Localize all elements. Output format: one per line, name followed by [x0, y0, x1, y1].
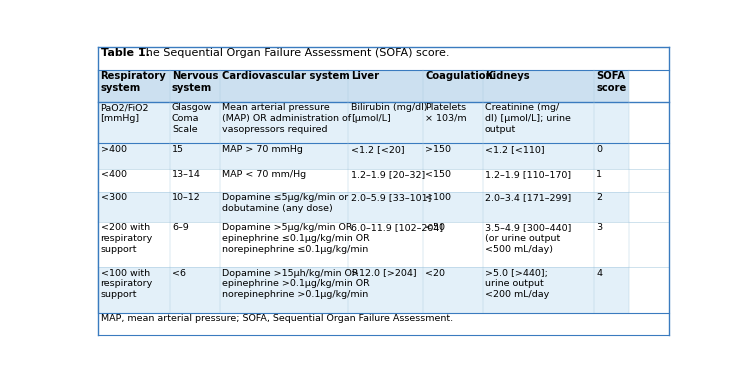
Text: Cardiovascular system: Cardiovascular system	[222, 71, 350, 81]
Text: MAP < 70 mm/Hg: MAP < 70 mm/Hg	[222, 170, 306, 179]
Bar	[594, 267, 629, 313]
Bar	[98, 222, 170, 267]
Bar	[220, 267, 348, 313]
Bar	[348, 192, 422, 222]
Text: 1.2–1.9 [20–32]: 1.2–1.9 [20–32]	[351, 170, 425, 179]
Text: Dopamine ≤5μg/kg/min or
dobutamine (any dose): Dopamine ≤5μg/kg/min or dobutamine (any …	[222, 193, 348, 213]
Bar	[422, 70, 482, 102]
Bar	[220, 222, 348, 267]
Bar	[348, 267, 422, 313]
Bar	[482, 169, 594, 192]
Bar	[170, 192, 220, 222]
Text: The Sequential Organ Failure Assessment (SOFA) score.: The Sequential Organ Failure Assessment …	[132, 48, 449, 58]
Text: Liver: Liver	[351, 71, 379, 81]
Bar	[594, 144, 629, 169]
Bar	[482, 222, 594, 267]
Text: 2.0–3.4 [171–299]: 2.0–3.4 [171–299]	[485, 193, 571, 202]
Bar	[482, 70, 594, 102]
Bar	[98, 169, 170, 192]
Text: <200 with
respiratory
support: <200 with respiratory support	[100, 223, 153, 253]
Text: >12.0 [>204]: >12.0 [>204]	[351, 268, 416, 277]
Text: Respiratory
system: Respiratory system	[100, 71, 166, 93]
Text: 15: 15	[172, 145, 184, 154]
Bar	[482, 144, 594, 169]
Bar	[98, 192, 170, 222]
Text: 6–9: 6–9	[172, 223, 189, 232]
Bar	[422, 192, 482, 222]
Text: Kidneys: Kidneys	[485, 71, 530, 81]
Bar	[594, 192, 629, 222]
Text: 1.2–1.9 [110–170]: 1.2–1.9 [110–170]	[485, 170, 571, 179]
Bar	[98, 70, 170, 102]
Bar	[98, 102, 170, 144]
Bar	[348, 169, 422, 192]
Bar	[170, 70, 220, 102]
Text: 13–14: 13–14	[172, 170, 201, 179]
Bar	[98, 267, 170, 313]
Text: 4: 4	[596, 268, 602, 277]
Bar	[170, 169, 220, 192]
Text: 2.0–5.9 [33–101]: 2.0–5.9 [33–101]	[351, 193, 431, 202]
Text: >400: >400	[100, 145, 127, 154]
Text: Dopamine >5μg/kg/min OR
epinephrine ≤0.1μg/kg/min OR
norepinephrine ≤0.1μg/kg/mi: Dopamine >5μg/kg/min OR epinephrine ≤0.1…	[222, 223, 370, 253]
Text: 3.5–4.9 [300–440]
(or urine output
<500 mL/day): 3.5–4.9 [300–440] (or urine output <500 …	[485, 223, 571, 253]
Bar	[594, 102, 629, 144]
Bar	[594, 222, 629, 267]
Text: 1: 1	[596, 170, 602, 179]
Text: Table 1.: Table 1.	[100, 48, 150, 58]
Text: <100 with
respiratory
support: <100 with respiratory support	[100, 268, 153, 299]
Text: Bilirubin (mg/dl)
[μmol/L]: Bilirubin (mg/dl) [μmol/L]	[351, 103, 427, 123]
Text: Glasgow
Coma
Scale: Glasgow Coma Scale	[172, 103, 212, 134]
Text: >5.0 [>440];
urine output
<200 mL/day: >5.0 [>440]; urine output <200 mL/day	[485, 268, 549, 299]
Bar	[98, 47, 670, 70]
Text: MAP, mean arterial pressure; SOFA, Sequential Organ Failure Assessment.: MAP, mean arterial pressure; SOFA, Seque…	[100, 314, 452, 323]
Text: <150: <150	[425, 170, 451, 179]
Text: PaO2/FiO2
[mmHg]: PaO2/FiO2 [mmHg]	[100, 103, 149, 123]
Bar	[98, 144, 170, 169]
Bar	[422, 169, 482, 192]
Text: Creatinine (mg/
dl) [μmol/L]; urine
output: Creatinine (mg/ dl) [μmol/L]; urine outp…	[485, 103, 571, 134]
Text: 2: 2	[596, 193, 602, 202]
Text: Platelets
× 103/m: Platelets × 103/m	[425, 103, 467, 123]
Text: SOFA
score: SOFA score	[596, 71, 627, 93]
Text: 0: 0	[596, 145, 602, 154]
Text: <1.2 [<20]: <1.2 [<20]	[351, 145, 404, 154]
Bar	[422, 222, 482, 267]
Bar	[348, 70, 422, 102]
Bar	[220, 192, 348, 222]
Text: Coagulation: Coagulation	[425, 71, 493, 81]
Bar	[348, 102, 422, 144]
Bar	[422, 144, 482, 169]
Text: 3: 3	[596, 223, 602, 232]
Text: Dopamine >15μh/kg/min OR
epinephrine >0.1μg/kg/min OR
norepinephrine >0.1μg/kg/m: Dopamine >15μh/kg/min OR epinephrine >0.…	[222, 268, 370, 299]
Text: MAP > 70 mmHg: MAP > 70 mmHg	[222, 145, 303, 154]
Text: >150: >150	[425, 145, 451, 154]
Bar	[482, 192, 594, 222]
Bar	[170, 102, 220, 144]
Text: <6: <6	[172, 268, 186, 277]
Bar	[220, 102, 348, 144]
Bar	[98, 313, 670, 335]
Bar	[482, 267, 594, 313]
Text: Mean arterial pressure
(MAP) OR administration of
vasopressors required: Mean arterial pressure (MAP) OR administ…	[222, 103, 351, 134]
Bar	[348, 222, 422, 267]
Text: 6.0–11.9 [102–204]: 6.0–11.9 [102–204]	[351, 223, 443, 232]
Bar	[170, 222, 220, 267]
Bar	[348, 144, 422, 169]
Text: <400: <400	[100, 170, 127, 179]
Bar	[170, 267, 220, 313]
Bar	[482, 102, 594, 144]
Text: <20: <20	[425, 268, 445, 277]
Bar	[220, 70, 348, 102]
Bar	[422, 267, 482, 313]
Text: <300: <300	[100, 193, 127, 202]
Bar	[594, 70, 629, 102]
Bar	[422, 102, 482, 144]
Text: <1.2 [<110]: <1.2 [<110]	[485, 145, 545, 154]
Text: Nervous
system: Nervous system	[172, 71, 219, 93]
Text: <100: <100	[425, 193, 451, 202]
Bar	[220, 144, 348, 169]
Bar	[220, 169, 348, 192]
Bar	[170, 144, 220, 169]
Text: 10–12: 10–12	[172, 193, 201, 202]
